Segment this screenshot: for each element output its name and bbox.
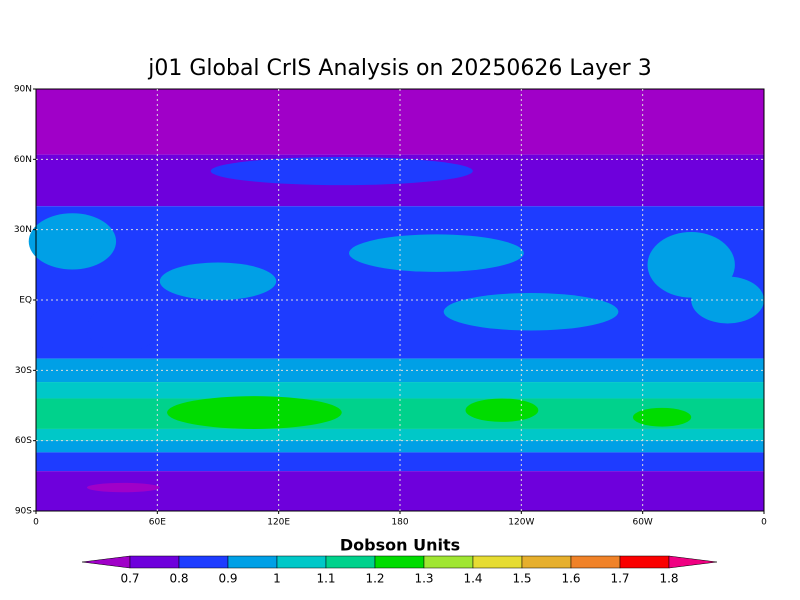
y-tick-label: 60S bbox=[15, 436, 32, 446]
colorbar-tick-label: 1.3 bbox=[414, 572, 433, 586]
colorbar-tick-label: 1.7 bbox=[610, 572, 629, 586]
y-tick-label: 30S bbox=[15, 366, 32, 376]
colorbar-box bbox=[423, 555, 474, 569]
field-patch bbox=[465, 398, 539, 422]
colorbar-tick-label: 1.4 bbox=[463, 572, 482, 586]
x-tick-label: 60W bbox=[632, 518, 652, 528]
colorbar-box bbox=[521, 555, 572, 569]
x-tick-label: 0 bbox=[33, 518, 39, 528]
colorbar-tick-label: 1.2 bbox=[365, 572, 384, 586]
colorbar: 0.7 0.8 0.9 1 1.1 1.2 1.3 1.4 1.5 1.6 1.7 1.8 bbox=[81, 555, 718, 586]
field-patch bbox=[159, 262, 277, 300]
y-tick-label: 90N bbox=[14, 85, 32, 95]
colorbar-extend-low bbox=[81, 555, 131, 569]
y-tick-label: EQ bbox=[19, 296, 32, 306]
field-patch bbox=[210, 156, 473, 186]
colorbar-box bbox=[129, 555, 180, 569]
field-patch bbox=[443, 292, 619, 331]
colorbar-box bbox=[276, 555, 327, 569]
y-tick-label: 30N bbox=[14, 225, 32, 235]
colorbar-box bbox=[178, 555, 229, 569]
field-patch bbox=[632, 407, 692, 427]
field-patch bbox=[349, 234, 524, 272]
colorbar-tick-label: 0.7 bbox=[120, 572, 139, 586]
x-tick-label: 60E bbox=[149, 518, 166, 528]
field-patch bbox=[86, 304, 160, 352]
x-tick-label: 0 bbox=[761, 518, 767, 528]
colorbar-tick-label: 0.9 bbox=[218, 572, 237, 586]
colorbar-box bbox=[325, 555, 376, 569]
colorbar-box bbox=[619, 555, 670, 569]
field-patch bbox=[28, 213, 117, 270]
colorbar-label: Dobson Units bbox=[340, 536, 460, 555]
field-patch bbox=[167, 396, 342, 429]
colorbar-box bbox=[374, 555, 425, 569]
colorbar-box bbox=[570, 555, 621, 569]
colorbar-tick-label: 1 bbox=[273, 572, 281, 586]
colorbar-tick-label: 0.8 bbox=[169, 572, 188, 586]
field-band bbox=[36, 452, 764, 472]
y-tick-label: 60N bbox=[14, 155, 32, 165]
colorbar-box bbox=[227, 555, 278, 569]
x-tick-label: 180 bbox=[391, 518, 408, 528]
title: j01 Global CrIS Analysis on 20250626 Lay… bbox=[147, 56, 651, 81]
colorbar-tick-label: 1.8 bbox=[659, 572, 678, 586]
x-tick-label: 120W bbox=[508, 518, 534, 528]
x-tick-label: 120E bbox=[267, 518, 290, 528]
colorbar-tick-label: 1.6 bbox=[561, 572, 580, 586]
field-band bbox=[36, 440, 764, 453]
y-tick-label: 90S bbox=[15, 507, 32, 517]
colorbar-tick-label: 1.1 bbox=[316, 572, 335, 586]
colorbar-extend-high bbox=[668, 555, 718, 569]
colorbar-tick-label: 1.5 bbox=[512, 572, 531, 586]
field-patch bbox=[86, 482, 160, 493]
colorbar-box bbox=[472, 555, 523, 569]
